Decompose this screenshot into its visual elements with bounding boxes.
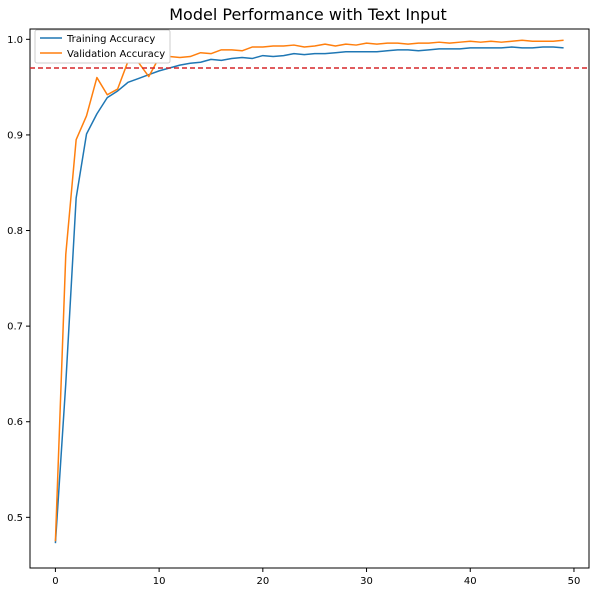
chart-title: Model Performance with Text Input <box>169 5 447 24</box>
y-tick-label: 0.7 <box>7 322 23 333</box>
plot-area: 0.5 0.6 0.7 0.8 0.9 1.0 0 10 20 30 40 50 <box>7 28 590 587</box>
axes-frame <box>29 28 590 569</box>
x-tick-label: 50 <box>568 576 581 587</box>
legend: Training Accuracy Validation Accuracy <box>34 29 171 64</box>
series-line-training <box>54 46 564 544</box>
y-tick-label: 0.9 <box>7 130 23 141</box>
x-tick-label: 10 <box>153 576 166 587</box>
legend-label-training: Training Accuracy <box>66 34 155 45</box>
legend-box <box>34 29 171 64</box>
x-tick-label: 0 <box>52 576 58 587</box>
x-tick-label: 30 <box>360 576 373 587</box>
y-tick-label: 1.0 <box>7 35 23 46</box>
series-line-validation <box>54 39 564 542</box>
legend-label-validation: Validation Accuracy <box>67 49 165 60</box>
y-tick-label: 0.8 <box>7 226 23 237</box>
x-tick-label: 20 <box>256 576 269 587</box>
x-tick-label: 40 <box>464 576 477 587</box>
y-tick-label: 0.6 <box>7 417 23 428</box>
y-tick-label: 0.5 <box>7 513 23 524</box>
